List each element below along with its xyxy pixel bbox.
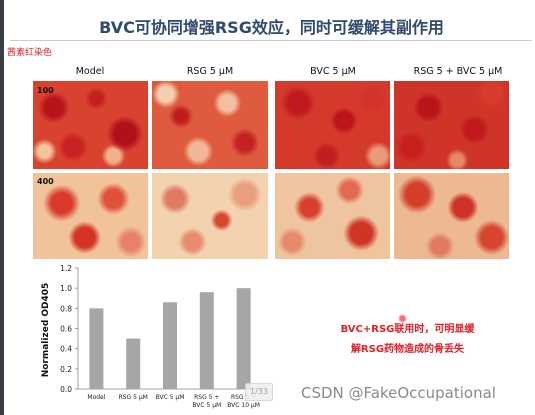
micrograph-400-model xyxy=(32,172,149,260)
x-tick-label: Model xyxy=(87,394,105,401)
bar xyxy=(126,338,141,389)
bar xyxy=(163,302,177,389)
x-tick-label: BVC 10 μM xyxy=(227,402,260,409)
micrograph-100-rsg-bvc xyxy=(393,80,510,170)
x-tick-label: BVC 5 μM xyxy=(156,394,185,401)
column-label-bvc: BVC 5 μM xyxy=(310,66,356,77)
column-label-rsg-bvc: RSG 5 + BVC 5 μM xyxy=(413,66,503,77)
bar xyxy=(236,288,251,389)
x-tick-label: RSG 5 + xyxy=(194,394,219,401)
annotation-line-2: 解RSG药物造成的骨丢失 xyxy=(350,344,465,355)
column-label-model: Model xyxy=(75,66,105,77)
title-rule xyxy=(10,40,532,41)
stain-label: 茜素红染色 xyxy=(7,48,53,58)
micrograph-400-bvc xyxy=(274,172,391,260)
bar xyxy=(199,292,214,389)
micrograph-100-bvc xyxy=(274,80,391,170)
window-edge xyxy=(0,0,4,415)
watermark: CSDN @FakeOccupational xyxy=(301,384,496,402)
x-tick-label: RSG 5 + xyxy=(231,394,256,401)
row-label-400: 400 xyxy=(37,177,54,186)
x-tick-label: RSG 5 μM xyxy=(119,394,148,401)
page-indicator[interactable]: 1/33 xyxy=(245,383,273,401)
y-tick-label: 1.0 xyxy=(60,284,72,293)
y-tick-label: 0.2 xyxy=(60,365,72,374)
micrograph-100-rsg xyxy=(151,80,269,170)
row-label-100: 100 xyxy=(37,86,54,95)
slide-title: BVC可协同增强RSG效应，同时可缓解其副作用 xyxy=(99,18,444,37)
micrograph-100-model xyxy=(32,80,149,170)
micrograph-400-rsg-bvc xyxy=(393,172,510,260)
bar xyxy=(89,308,104,389)
y-tick-label: 0.6 xyxy=(60,325,72,334)
y-tick-label: 0.8 xyxy=(60,304,72,313)
y-axis-label: Normalized OD405 xyxy=(41,283,51,378)
annotation-line-1: BVC+RSG联用时，可明显缓 xyxy=(340,324,475,335)
y-tick-label: 0.4 xyxy=(60,345,72,354)
x-tick-label: BVC 5 μM xyxy=(192,402,221,409)
od405-bar-chart: Normalized OD405 0.0 0.2 0.4 0.6 0.8 1.0 1.2 M… xyxy=(41,264,262,409)
micrograph-400-rsg xyxy=(151,172,269,260)
y-tick-label: 0.0 xyxy=(60,385,72,394)
laser-pointer-dot xyxy=(398,314,407,323)
y-tick-label: 1.2 xyxy=(60,264,72,273)
column-label-rsg: RSG 5 μM xyxy=(186,66,234,77)
